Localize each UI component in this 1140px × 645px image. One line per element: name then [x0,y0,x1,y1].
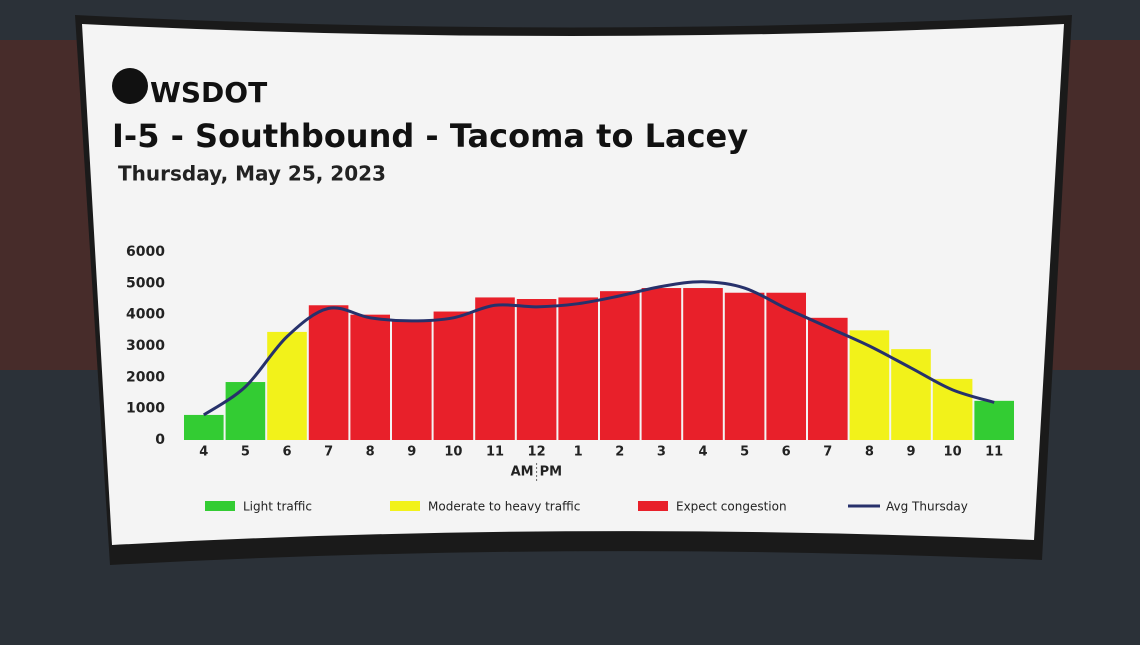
legend-label: Avg Thursday [886,500,968,514]
legend-label: Light traffic [243,500,312,514]
y-tick-label: 4000 [126,307,165,323]
x-tick-label: 3 [657,445,666,460]
x-tick-label: 7 [823,445,832,460]
legend-label: Moderate to heavy traffic [428,500,580,514]
x-tick-label: 9 [407,445,416,460]
x-tick-label: 9 [906,445,915,460]
y-tick-label: 3000 [126,338,165,354]
bar [932,378,973,440]
bar [766,292,806,440]
bar [516,299,557,440]
x-tick-label: 8 [865,445,874,460]
x-tick-label: 11 [985,445,1003,460]
x-tick-label: 5 [241,445,250,460]
x-tick-label: 10 [944,445,962,460]
bar [558,297,598,440]
bar [600,291,640,440]
x-tick-label: 12 [528,445,546,460]
x-tick-label: 10 [444,445,462,460]
am-label: AM [511,465,534,480]
legend-label: Expect congestion [676,500,787,514]
bar [683,288,723,440]
y-tick-label: 1000 [126,401,165,417]
x-tick-label: 11 [486,445,504,460]
bar [808,317,848,440]
chart-title: I-5 - Southbound - Tacoma to Lacey [112,117,748,155]
logo-mark [112,68,148,104]
x-tick-label: 6 [282,445,291,460]
y-tick-label: 6000 [126,244,165,260]
x-tick-label: 2 [615,445,624,460]
bar [392,320,432,440]
x-tick-label: 7 [324,445,333,460]
x-tick-label: 4 [698,445,707,460]
bar [308,305,349,440]
x-tick-label: 6 [782,445,791,460]
y-tick-label: 5000 [126,275,165,291]
bar [433,311,474,440]
legend-swatch [205,501,235,511]
bar [350,314,390,440]
y-tick-label: 2000 [126,369,165,385]
avg-line [202,280,995,417]
y-tick-label: 0 [155,432,165,448]
bar [849,330,890,440]
bar [184,414,224,440]
x-tick-label: 8 [366,445,375,460]
logo-text: WSDOT [150,76,267,109]
bar [267,331,307,440]
bar [641,288,682,440]
pm-label: PM [540,465,562,480]
bar [891,349,931,440]
legend-swatch [390,501,420,511]
bar [225,382,266,440]
x-tick-label: 5 [740,445,749,460]
x-tick-label: 1 [574,445,583,460]
chart-subtitle: Thursday, May 25, 2023 [118,162,386,186]
bar [974,400,1014,440]
bar [724,292,765,440]
bar [475,297,515,440]
legend-swatch [638,501,668,511]
x-tick-label: 4 [199,445,208,460]
